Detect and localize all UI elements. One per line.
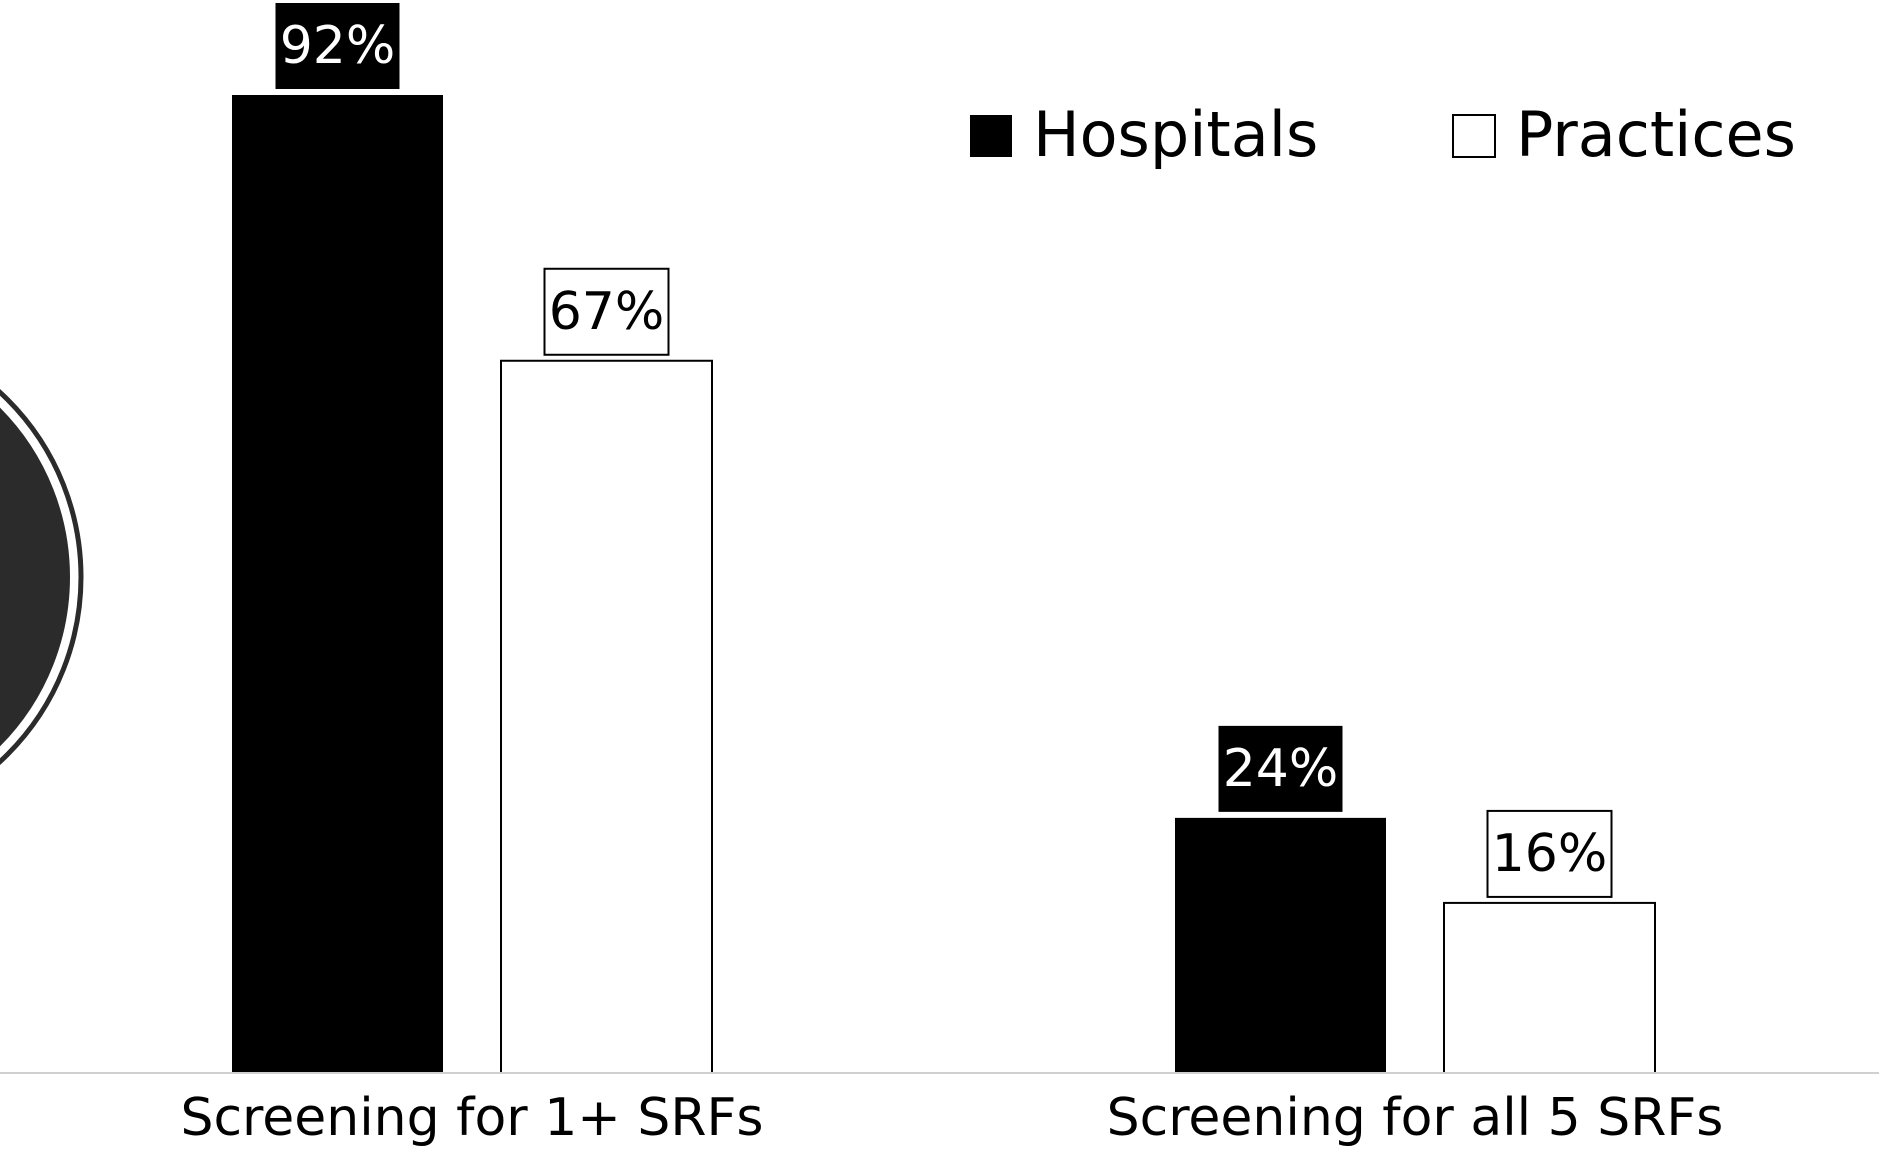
legend-swatch-hospitals <box>970 115 1012 157</box>
legend-swatch-practices <box>1452 114 1496 158</box>
bar-hospitals-1 <box>1175 817 1386 1073</box>
legend-label-practices: Practices <box>1516 98 1796 171</box>
bar-hospitals-0 <box>232 95 443 1073</box>
decorative-circle <box>0 389 84 765</box>
value-label-practices-0: 67% <box>549 282 665 342</box>
category-labels-group: Screening for 1+ SRFs Screening for all 5… <box>180 1088 1723 1148</box>
bars-group <box>232 95 1656 1074</box>
value-label-box-practices-1 <box>1486 809 1613 898</box>
value-label-box-hospitals-0 <box>275 3 400 89</box>
value-label-hospitals-1: 24% <box>1223 739 1339 799</box>
category-label-0: Screening for 1+ SRFs <box>180 1088 763 1148</box>
value-labels-group: 92% 67% 24% 16% <box>275 3 1613 898</box>
category-label-1: Screening for all 5 SRFs <box>1107 1088 1724 1148</box>
value-label-box-hospitals-1 <box>1218 725 1343 812</box>
legend-label-hospitals: Hospitals <box>1033 98 1318 171</box>
bar-practices-1 <box>1443 901 1656 1074</box>
value-label-hospitals-0: 92% <box>280 16 396 76</box>
value-label-practices-1: 16% <box>1492 824 1608 884</box>
legend: Hospitals Practices <box>970 98 1796 171</box>
value-label-box-practices-0 <box>543 267 670 356</box>
bar-practices-0 <box>500 359 713 1074</box>
